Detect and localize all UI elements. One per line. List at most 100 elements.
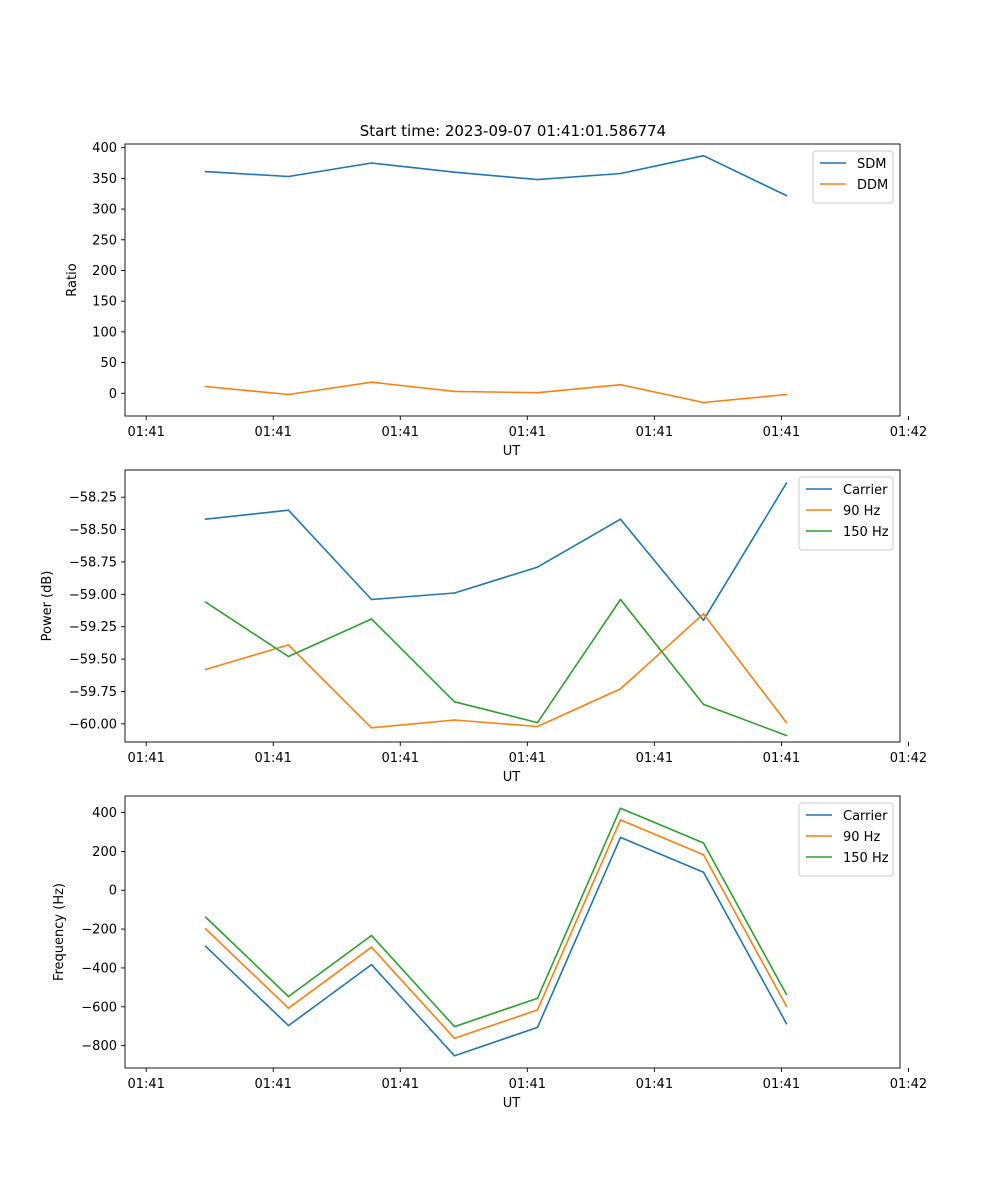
frequency-series-90-hz-point — [453, 1037, 456, 1040]
power-y-tick-label: −58.75 — [69, 555, 117, 570]
ratio-y-tick-label: 350 — [92, 172, 117, 187]
frequency-panel: 01:41 01:41 01:41 01:41 01:41 01:41 01:42 −800 −… — [52, 795, 927, 1111]
frequency-legend-label: Carrier — [843, 809, 888, 824]
power-series-150-hz-point — [619, 598, 622, 601]
frequency-series-carrier-point — [370, 963, 373, 966]
frequency-legend-label: 150 Hz — [843, 851, 889, 866]
power-series-150-hz-point — [453, 701, 456, 703]
power-x-tick-label: 01:41 — [509, 751, 546, 766]
ratio-y-tick-label: 0 — [109, 387, 117, 402]
power-series-carrier-point — [536, 566, 539, 568]
power-series-90-hz-point — [785, 721, 788, 724]
power-x-tick-label: 01:41 — [382, 751, 419, 766]
ratio-series-sdm-point — [453, 171, 456, 174]
frequency-series-carrier-point — [453, 1054, 456, 1057]
frequency-series-carrier-point — [287, 1024, 290, 1027]
power-series-carrier-point — [619, 518, 622, 521]
frequency-x-axis-label: UT — [503, 1096, 521, 1111]
frequency-x-tick-label: 01:42 — [890, 1077, 927, 1092]
power-x-tick-label: 01:41 — [763, 751, 800, 766]
power-y-axis-label: Power (dB) — [40, 571, 55, 642]
power-legend-label: Carrier — [843, 483, 888, 498]
frequency-series-150-hz-point — [619, 807, 622, 810]
ratio-series-ddm-point — [536, 391, 539, 394]
ratio-panel: 01:41 01:41 01:41 01:41 01:41 01:41 01:42 0 50 10… — [65, 141, 927, 459]
frequency-series-carrier-point — [536, 1026, 539, 1029]
power-series-150-hz-point — [785, 734, 788, 737]
power-series-carrier-point — [204, 518, 207, 521]
frequency-y-axis-label: Frequency (Hz) — [52, 883, 67, 981]
ratio-x-tick-label: 01:42 — [890, 425, 927, 440]
power-y-tick-label: −59.75 — [69, 685, 117, 700]
frequency-axes-frame — [124, 795, 901, 1069]
ratio-x-tick-label: 01:41 — [509, 425, 546, 440]
ratio-y-tick-label: 200 — [92, 264, 117, 279]
frequency-x-tick-label: 01:41 — [509, 1077, 546, 1092]
power-series-90-hz-point — [702, 612, 705, 615]
frequency-series-150-hz-point — [370, 934, 373, 937]
frequency-x-tick-label: 01:41 — [636, 1077, 673, 1092]
ratio-series-ddm-point — [619, 383, 622, 386]
frequency-series-carrier-point — [619, 836, 622, 839]
frequency-series-90-hz-point — [370, 946, 373, 948]
power-series-90-hz-point — [619, 688, 622, 690]
ratio-series-sdm-point — [287, 175, 290, 178]
ratio-series-sdm-line — [205, 154, 787, 197]
frequency-series-150-hz-point — [785, 993, 788, 996]
power-y-tick-label: −59.00 — [69, 588, 117, 603]
frequency-series-carrier-point — [785, 1022, 788, 1025]
frequency-y-tick-label: 0 — [109, 884, 117, 899]
frequency-series-90-hz-point — [785, 1005, 788, 1008]
power-series-90-hz-point — [536, 725, 539, 728]
ratio-series-sdm-point — [536, 178, 539, 181]
power-x-tick-label: 01:41 — [636, 751, 673, 766]
power-series-carrier-point — [287, 509, 290, 511]
frequency-series-90-hz-line — [204, 819, 788, 1040]
ratio-series-ddm-point — [785, 393, 788, 396]
frequency-y-tick-label: 200 — [92, 845, 117, 860]
ratio-legend — [812, 150, 894, 204]
frequency-series-90-hz-point — [204, 927, 207, 930]
ratio-y-tick-label: 50 — [100, 356, 117, 371]
power-series-90-hz-point — [453, 719, 456, 721]
power-series-150-hz-point — [702, 703, 705, 706]
power-x-tick-label: 01:41 — [127, 751, 164, 766]
ratio-series-ddm-point — [370, 381, 373, 384]
ratio-x-tick-label: 01:41 — [636, 425, 673, 440]
frequency-series-carrier-point — [702, 871, 705, 873]
power-series-150-hz-point — [287, 655, 290, 658]
ratio-series-ddm-point — [702, 401, 705, 404]
frequency-series-90-hz-point — [702, 853, 705, 856]
ratio-y-tick-label: 400 — [92, 141, 117, 156]
power-x-tick-label: 01:41 — [254, 751, 291, 766]
power-y-tick-label: −59.25 — [69, 620, 117, 635]
power-y-tick-label: −58.25 — [69, 491, 117, 506]
ratio-legend-label: SDM — [857, 157, 886, 172]
power-series-carrier-point — [702, 619, 705, 622]
ratio-x-axis-label: UT — [503, 444, 521, 459]
ratio-series-ddm-point — [204, 385, 207, 388]
ratio-y-tick-label: 150 — [92, 295, 117, 310]
frequency-x-tick-label: 01:41 — [763, 1077, 800, 1092]
ratio-series-ddm-point — [287, 393, 290, 396]
power-y-tick-label: −59.50 — [69, 653, 117, 668]
ratio-y-tick-label: 300 — [92, 203, 117, 218]
frequency-y-tick-label: 400 — [92, 806, 117, 821]
frequency-x-tick-label: 01:41 — [127, 1077, 164, 1092]
power-series-150-hz-line — [205, 598, 787, 737]
ratio-series-sdm-point — [785, 194, 788, 197]
frequency-series-150-hz-point — [453, 1025, 456, 1028]
ratio-y-tick-label: 100 — [92, 325, 117, 340]
ratio-y-tick-label: 250 — [92, 233, 117, 248]
power-series-90-hz-line — [205, 612, 788, 729]
ratio-series-sdm-point — [370, 162, 373, 164]
ratio-x-tick-label: 01:41 — [382, 425, 419, 440]
frequency-series-90-hz-point — [619, 819, 622, 821]
power-series-90-hz-point — [204, 668, 207, 671]
frequency-y-tick-label: −400 — [81, 961, 117, 976]
power-legend-label: 150 Hz — [843, 525, 889, 540]
frequency-series-carrier-point — [204, 945, 207, 947]
ratio-series-sdm-point — [204, 170, 207, 173]
power-series-carrier-point — [785, 482, 788, 484]
power-panel: 01:41 01:41 01:41 01:41 01:41 01:41 01:42 −60.0… — [40, 469, 927, 785]
